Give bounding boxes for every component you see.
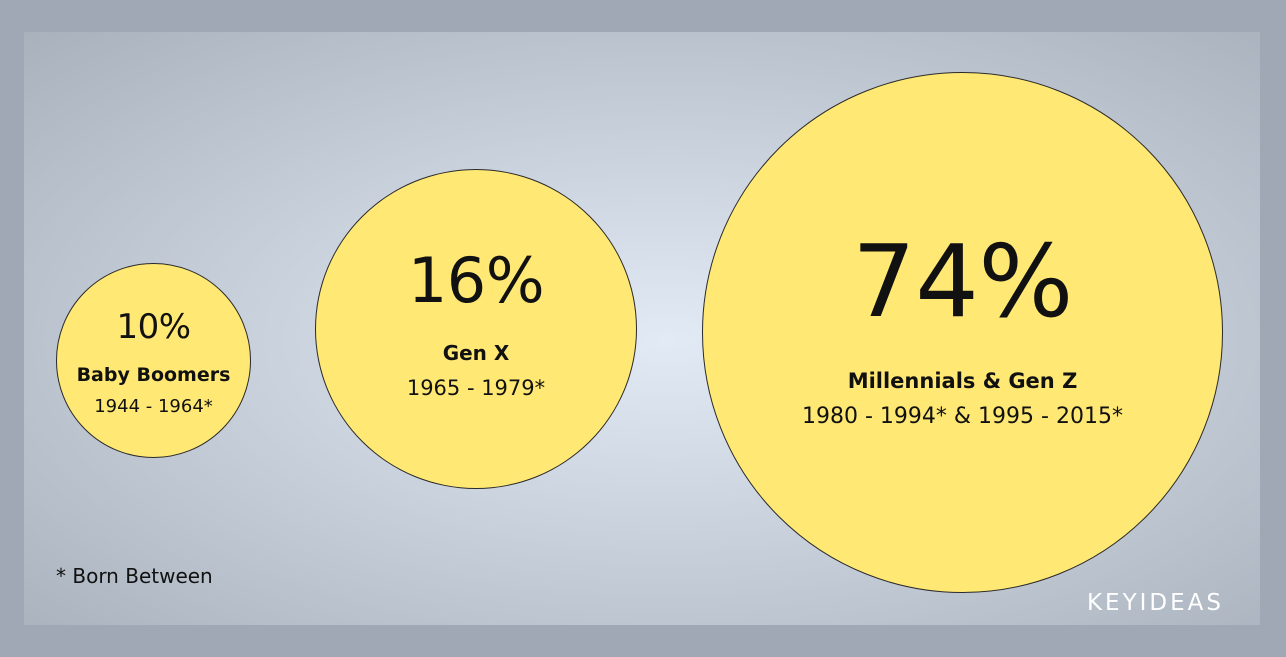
- chart-canvas: 10% Baby Boomers 1944 - 1964* 16% Gen X …: [24, 32, 1260, 625]
- bubble-category-label: Baby Boomers: [76, 364, 231, 386]
- bubble-gen-x: 16% Gen X 1965 - 1979*: [315, 169, 637, 489]
- bubble-years-label: 1944 - 1964*: [94, 396, 213, 417]
- bubble-value-label: 16%: [407, 244, 545, 317]
- bubble-years-label: 1965 - 1979*: [406, 376, 546, 400]
- bubble-years-label: 1980 - 1994* & 1995 - 2015*: [802, 404, 1123, 429]
- bubble-baby-boomers: 10% Baby Boomers 1944 - 1964*: [56, 263, 251, 458]
- bubble-millennials-gen-z: 74% Millennials & Gen Z 1980 - 1994* & 1…: [702, 72, 1223, 593]
- footnote: * Born Between: [56, 564, 213, 588]
- bubble-category-label: Millennials & Gen Z: [847, 369, 1078, 393]
- bubble-category-label: Gen X: [442, 341, 510, 365]
- bubble-value-label: 10%: [116, 307, 191, 347]
- brand-logo: KEYIDEAS: [1086, 590, 1224, 616]
- bubble-value-label: 74%: [852, 223, 1073, 340]
